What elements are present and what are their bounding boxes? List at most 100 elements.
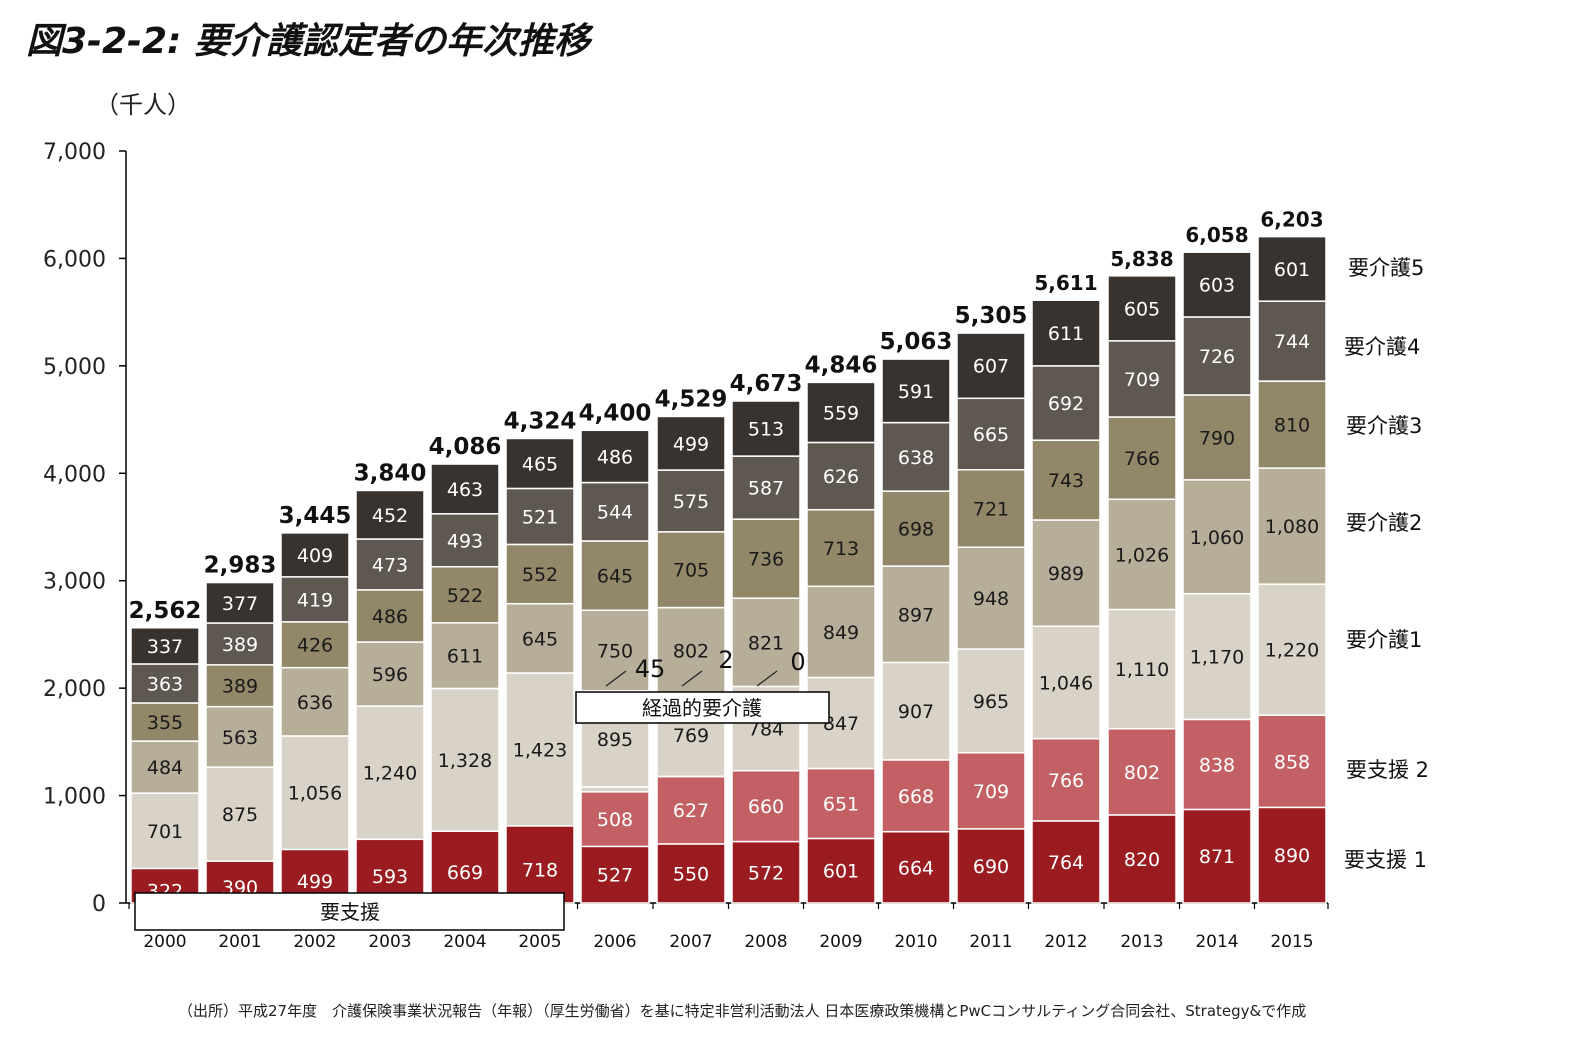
y-tick-label: 3,000 [43,570,106,595]
bar-segment [956,397,1026,471]
data-label: 591 [898,381,934,403]
bar-segment [1182,592,1252,721]
legend-label: 要支援 2 [1346,758,1429,782]
data-label: 709 [973,781,1009,803]
bar-segment [1182,808,1252,904]
x-tick-label: 2002 [293,932,336,952]
bar-segment [656,843,726,904]
data-label: 522 [447,585,483,607]
data-label: 603 [1199,275,1235,297]
data-label: 858 [1274,751,1310,773]
data-label: 452 [372,505,408,527]
bar-segment [1182,479,1252,595]
bar-segment [205,581,275,624]
data-label: 1,328 [438,750,492,772]
y-tick-label: 0 [92,892,106,917]
bar-segment [881,830,951,904]
transitional-label: 45 [635,655,666,683]
data-label: 1,240 [363,763,417,785]
bar-segment [1257,714,1327,809]
bar-segment [731,455,801,520]
data-label: 766 [1048,770,1084,792]
bar-segment [956,332,1026,400]
bar-segment [280,621,350,669]
data-label: 847 [823,713,859,735]
bar-segment [355,489,425,540]
bar-segment [731,769,801,843]
data-label: 989 [1048,563,1084,585]
total-label: 6,058 [1185,223,1248,247]
data-label: 473 [372,554,408,576]
data-label: 784 [748,719,784,741]
bar-segment [580,540,650,612]
total-label: 5,611 [1034,271,1097,295]
bar-segment [1107,275,1177,342]
bar-segment [280,532,350,578]
data-label: 651 [823,793,859,815]
total-label: 4,846 [805,352,878,378]
total-label: 6,203 [1260,208,1323,232]
data-label: 605 [1124,298,1160,320]
bar-segment [1257,300,1327,382]
data-label: 802 [673,641,709,663]
x-tick-label: 2000 [143,932,186,952]
total-label: 3,840 [354,460,427,486]
bar-segment [656,469,726,533]
data-label: 769 [673,725,709,747]
bar-segment [1031,820,1101,904]
data-label: 465 [522,453,558,475]
data-label: 409 [297,545,333,567]
data-label: 690 [973,856,1009,878]
legend-label: 要支援 1 [1344,848,1427,872]
data-label: 692 [1048,393,1084,415]
data-label: 484 [147,757,183,779]
transitional-box-label: 経過的要介護 [642,696,762,720]
data-label: 668 [898,786,934,808]
x-tick-label: 2006 [593,932,636,952]
bar-segment [355,589,425,643]
data-label: 820 [1124,849,1160,871]
data-label: 875 [222,804,258,826]
data-label: 766 [1124,448,1160,470]
bar-segment [580,791,650,848]
data-label: 698 [898,519,934,541]
bar-segment [956,546,1026,650]
total-label: 4,673 [730,371,803,397]
bar-segment [1257,380,1327,469]
data-label: 607 [973,356,1009,378]
data-label: 660 [748,796,784,818]
data-label: 744 [1274,331,1310,353]
bar-segment [1107,608,1177,730]
total-label: 3,445 [279,503,352,529]
data-label: 596 [372,664,408,686]
bar-segment [430,463,500,515]
bar-segment [580,429,650,484]
support-box-label: 要支援 [320,900,380,924]
bar-segment [430,565,500,624]
bar-segment [205,705,275,768]
y-tick-label: 1,000 [43,785,106,810]
bar-segment [1031,439,1101,521]
data-label: 1,080 [1265,516,1319,538]
data-label: 611 [447,646,483,668]
bar-segment [1107,340,1177,418]
legend-label: 要介護2 [1346,511,1422,535]
data-label: 587 [748,478,784,500]
transitional-box [575,691,830,724]
data-label: 636 [297,692,333,714]
data-label: 611 [1048,323,1084,345]
data-label: 701 [147,821,183,843]
data-label: 849 [823,622,859,644]
bar-segment [806,837,876,904]
data-label: 1,423 [513,739,567,761]
data-label: 552 [522,564,558,586]
page-title: 図3-2-2: 要介護認定者の年次推移 [26,21,590,62]
data-label: 713 [823,538,859,560]
bar-segment [505,602,575,674]
data-label: 810 [1274,415,1310,437]
bar-segment [956,751,1026,830]
data-label: 669 [447,862,483,884]
bar-segment [1182,251,1252,318]
x-tick-label: 2008 [744,932,787,952]
total-label: 2,562 [129,598,202,624]
